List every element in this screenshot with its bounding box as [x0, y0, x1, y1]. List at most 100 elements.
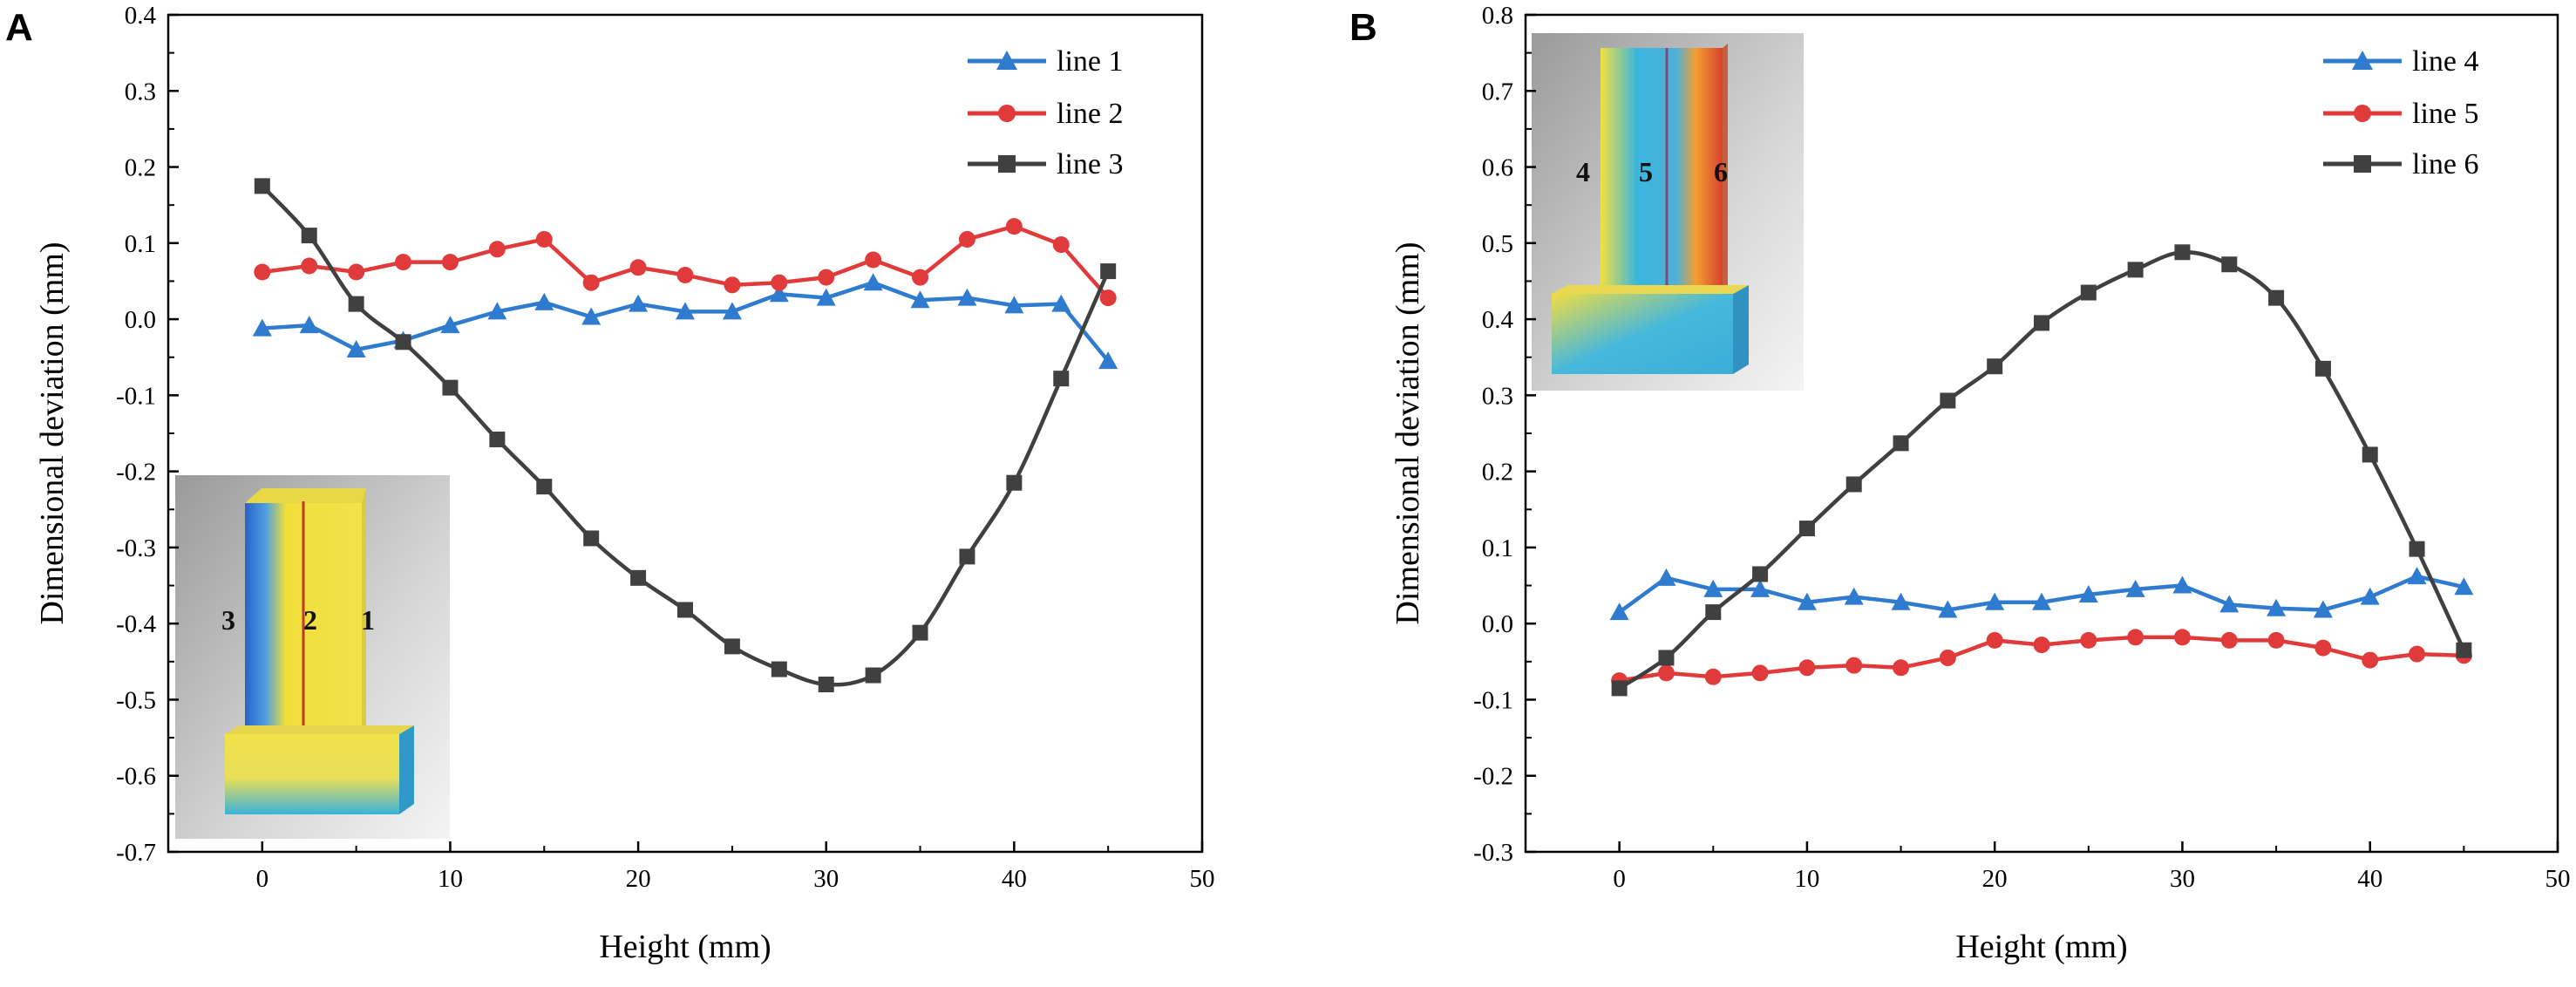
panel-a-y-tick-label: -0.4 — [116, 610, 156, 638]
panel-b-series-2-point — [1751, 664, 1769, 682]
panel-b-series-3-point — [2127, 262, 2144, 278]
panel-b-series-3-point — [2080, 284, 2097, 301]
panel-b-series-1-point — [1797, 592, 1817, 610]
panel-b-series-1-point — [2360, 587, 2380, 605]
panel-b-inset-label-4: 4 — [1576, 156, 1590, 187]
panel-b-series-2-point — [2080, 631, 2097, 649]
panel-b-letter: B — [1349, 6, 1377, 49]
panel-b-series-3-point — [1987, 358, 2003, 375]
panel-a-series-2-point — [818, 269, 835, 286]
panel-a-series-3-point — [912, 624, 928, 641]
panel-b-x-tick-label: 50 — [2545, 865, 2571, 893]
panel-b-series-2-point — [2033, 636, 2050, 654]
panel-a-y-tick-label: 0.0 — [125, 306, 156, 334]
panel-a-series-3-point — [254, 178, 270, 194]
panel-b-series-2-point — [2267, 631, 2285, 649]
panel-a-series-2-point — [1052, 236, 1070, 254]
panel-a-legend-line-3: line 3 — [1057, 148, 1123, 180]
panel-b-x-tick-label: 10 — [1794, 865, 1819, 893]
panel-a-series-1-point — [957, 288, 977, 306]
panel-b-series-1-point — [1703, 579, 1723, 597]
panel-a-y-tick-label: 0.2 — [125, 154, 156, 182]
panel-a-series-1-point — [1004, 296, 1024, 314]
panel-b: B 4 5 6 -0.3 -0.2 -0.1 0.0 0.1 0.2 0.3 0.4 0.5 0.… — [1349, 2, 2571, 965]
panel-a-x-tick-label: 10 — [438, 865, 463, 893]
panel-a-series-1-point — [722, 302, 742, 320]
panel-a-x-tick-label: 40 — [1002, 865, 1027, 893]
panel-b-series-1-point — [2172, 575, 2192, 594]
panel-a-series-3-point — [1006, 474, 1023, 491]
panel-b-series-3-point — [2409, 541, 2425, 557]
panel-b-series-2-point — [1657, 664, 1675, 682]
panel-a-series-2-point — [912, 269, 929, 286]
panel-a-series-1-point — [346, 340, 366, 357]
panel-a-series-3-point — [583, 530, 600, 547]
panel-a-series-1-point — [1098, 351, 1118, 370]
panel-a-series-3-point — [865, 667, 881, 684]
panel-b-y-tick-label: 0.4 — [1482, 306, 1514, 334]
panel-a-series-1-point — [487, 302, 507, 320]
panel-a-inset-label-1: 1 — [361, 604, 375, 636]
panel-a-series-3-point — [818, 677, 834, 692]
panel-a-series-3-point — [489, 431, 506, 447]
panel-b-series-1-point — [1609, 602, 1629, 621]
panel-a-y-tick-label: 0.4 — [125, 2, 157, 30]
panel-a-series-2-point — [301, 257, 318, 275]
panel-a-series-1-point — [863, 273, 883, 291]
panel-a-series-2-point — [771, 274, 788, 291]
panel-b-series-3-point — [2034, 315, 2049, 331]
panel-b-series-3-point — [1845, 476, 1862, 493]
panel-b-series-3-point — [1893, 435, 1909, 452]
panel-a-series-2-point — [441, 254, 459, 271]
panel-b-series-3-point — [2221, 256, 2238, 273]
panel-b-x-tick-label: 40 — [2357, 865, 2382, 893]
panel-b-series-2-point — [2220, 631, 2238, 649]
panel-a-series-3-point — [395, 334, 411, 351]
panel-b-series-1-point — [2032, 592, 2051, 610]
panel-b-series-2-point — [2409, 645, 2426, 663]
panel-b-series-2-point — [1798, 659, 1816, 677]
panel-b-series-1-point — [2267, 598, 2287, 616]
panel-b-series-1-point — [1750, 579, 1771, 597]
panel-b-series-1-point — [2454, 577, 2474, 596]
panel-a-y-tick-label: -0.1 — [116, 382, 156, 410]
panel-b-series-1-point — [2125, 579, 2145, 597]
panel-a-y-tick-label: -0.7 — [116, 839, 156, 867]
panel-b-series-2-point — [1893, 659, 1910, 677]
panel-a-series-1-point — [534, 292, 554, 310]
panel-b-series-2-point — [2314, 639, 2332, 657]
panel-b-series-3-point — [1658, 650, 1675, 666]
panel-b-series-3-point — [2268, 289, 2285, 306]
panel-a-series-2-point — [535, 230, 553, 248]
panel-b-series-2-point — [2173, 629, 2191, 646]
panel-b-series-3-point — [1798, 521, 1815, 537]
panel-b-series-1-point — [2407, 567, 2427, 585]
panel-a-series-2-point — [348, 263, 365, 281]
panel-b-y-tick-label: 0.7 — [1482, 78, 1513, 106]
panel-a-series-3-point — [630, 569, 647, 586]
panel-b-inset-label-5: 5 — [1639, 156, 1653, 187]
panel-a-legend: line 1 line 2 line 3 — [968, 45, 1123, 180]
panel-a-y-tick-label: -0.3 — [116, 534, 156, 562]
panel-b-series-2-point — [1704, 668, 1722, 685]
panel-a-series-1-point — [629, 294, 649, 312]
panel-a-y-tick-label: -0.6 — [116, 763, 156, 791]
panel-a-series-2-point — [488, 241, 506, 258]
panel-b-legend-line-4: line 4 — [2412, 45, 2478, 78]
panel-a-series-3-point — [536, 479, 553, 495]
panel-b-series-3-point — [1752, 566, 1769, 582]
panel-a-series-2-point — [395, 254, 412, 271]
panel-a-series-3-point — [724, 638, 740, 655]
panel-b-series-2-point — [1986, 631, 2003, 649]
panel-a-series-1-point — [910, 290, 930, 309]
panel-a-x-tick-label: 50 — [1190, 865, 1215, 893]
panel-b-series-1-point — [1844, 587, 1864, 605]
panel-a-series-3-point — [959, 548, 975, 565]
panel-b-y-tick-label: 0.2 — [1482, 459, 1513, 487]
panel-a-y-axis-title: Dimensional deviation (mm) — [34, 242, 71, 624]
panel-a-letter: A — [5, 6, 33, 49]
panel-b-legend: line 4 line 5 line 6 — [2323, 45, 2478, 180]
panel-a-series-2-point — [676, 266, 694, 283]
panel-a-x-tick-label: 20 — [626, 865, 651, 893]
panel-a-series-3-point — [348, 296, 364, 312]
